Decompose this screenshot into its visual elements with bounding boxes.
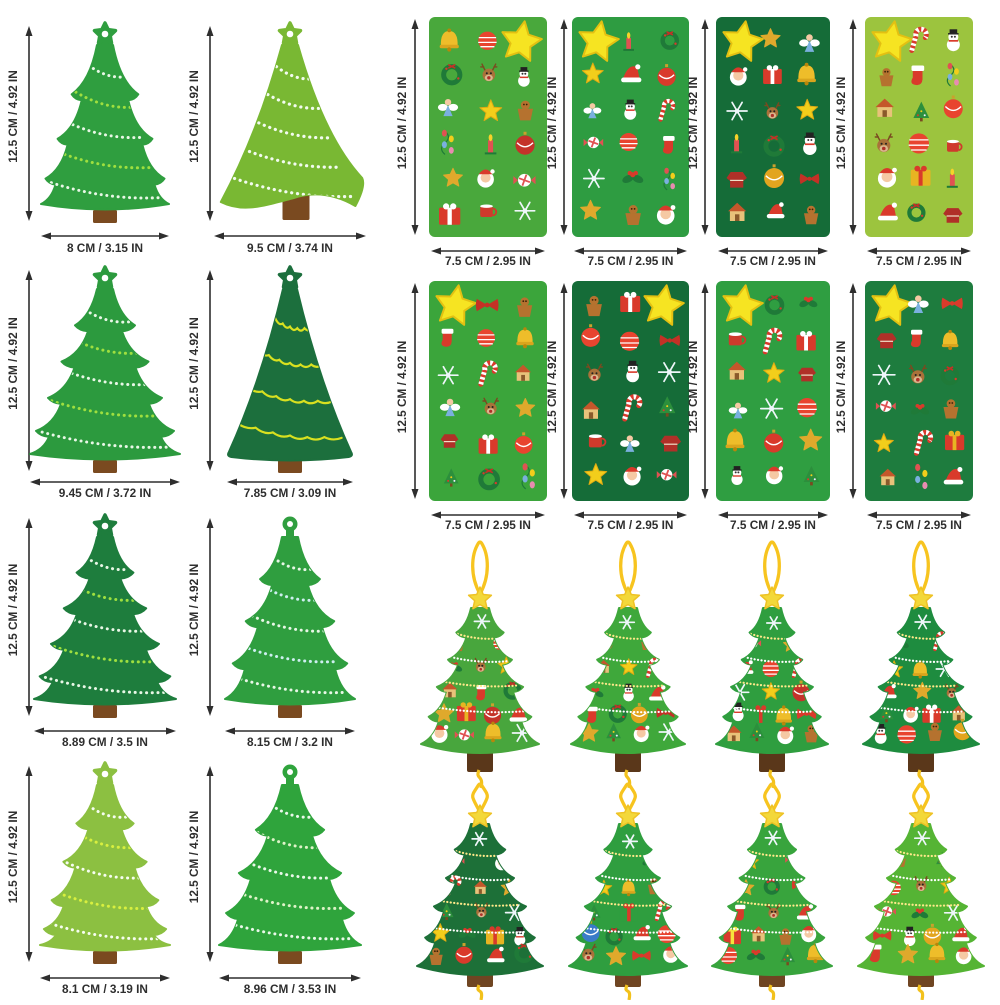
- svg-text:12.5 CM / 4.92 IN: 12.5 CM / 4.92 IN: [6, 70, 20, 162]
- svg-text:12.5 CM / 4.92 IN: 12.5 CM / 4.92 IN: [6, 811, 20, 903]
- svg-text:9.5 CM / 3.74 IN: 9.5 CM / 3.74 IN: [247, 241, 333, 255]
- svg-text:12.5 CM / 4.92 IN: 12.5 CM / 4.92 IN: [187, 811, 201, 903]
- svg-text:7.5 CM / 2.95 IN: 7.5 CM / 2.95 IN: [876, 518, 962, 532]
- svg-text:12.5 CM / 4.92 IN: 12.5 CM / 4.92 IN: [6, 564, 20, 656]
- svg-text:8.89 CM / 3.5 IN: 8.89 CM / 3.5 IN: [62, 735, 148, 749]
- svg-text:12.5 CM / 4.92 IN: 12.5 CM / 4.92 IN: [187, 70, 201, 162]
- svg-text:7.5 CM / 2.95 IN: 7.5 CM / 2.95 IN: [445, 254, 531, 268]
- svg-text:7.5 CM / 2.95 IN: 7.5 CM / 2.95 IN: [588, 254, 674, 268]
- svg-text:12.5 CM / 4.92 IN: 12.5 CM / 4.92 IN: [834, 341, 848, 433]
- svg-text:7.85 CM / 3.09 IN: 7.85 CM / 3.09 IN: [244, 486, 336, 500]
- svg-text:7.5 CM / 2.95 IN: 7.5 CM / 2.95 IN: [730, 518, 816, 532]
- svg-text:12.5 CM / 4.92 IN: 12.5 CM / 4.92 IN: [6, 317, 20, 409]
- svg-text:8.15 CM / 3.2 IN: 8.15 CM / 3.2 IN: [247, 735, 333, 749]
- svg-text:9.45 CM / 3.72 IN: 9.45 CM / 3.72 IN: [59, 486, 151, 500]
- svg-text:8 CM / 3.15 IN: 8 CM / 3.15 IN: [67, 241, 143, 255]
- svg-text:12.5 CM / 4.92 IN: 12.5 CM / 4.92 IN: [545, 341, 559, 433]
- svg-text:7.5 CM / 2.95 IN: 7.5 CM / 2.95 IN: [588, 518, 674, 532]
- svg-text:12.5 CM / 4.92 IN: 12.5 CM / 4.92 IN: [187, 564, 201, 656]
- svg-text:12.5 CM / 4.92 IN: 12.5 CM / 4.92 IN: [187, 317, 201, 409]
- svg-text:8.1 CM / 3.19 IN: 8.1 CM / 3.19 IN: [62, 982, 148, 996]
- svg-text:12.5 CM / 4.92 IN: 12.5 CM / 4.92 IN: [686, 77, 700, 169]
- svg-text:7.5 CM / 2.95 IN: 7.5 CM / 2.95 IN: [876, 254, 962, 268]
- svg-text:7.5 CM / 2.95 IN: 7.5 CM / 2.95 IN: [445, 518, 531, 532]
- svg-text:12.5 CM / 4.92 IN: 12.5 CM / 4.92 IN: [686, 341, 700, 433]
- svg-text:7.5 CM / 2.95 IN: 7.5 CM / 2.95 IN: [730, 254, 816, 268]
- svg-text:12.5 CM / 4.92 IN: 12.5 CM / 4.92 IN: [395, 77, 409, 169]
- svg-text:12.5 CM / 4.92 IN: 12.5 CM / 4.92 IN: [545, 77, 559, 169]
- svg-text:8.96 CM / 3.53 IN: 8.96 CM / 3.53 IN: [244, 982, 336, 996]
- svg-text:12.5 CM / 4.92 IN: 12.5 CM / 4.92 IN: [395, 341, 409, 433]
- svg-text:12.5 CM / 4.92 IN: 12.5 CM / 4.92 IN: [834, 77, 848, 169]
